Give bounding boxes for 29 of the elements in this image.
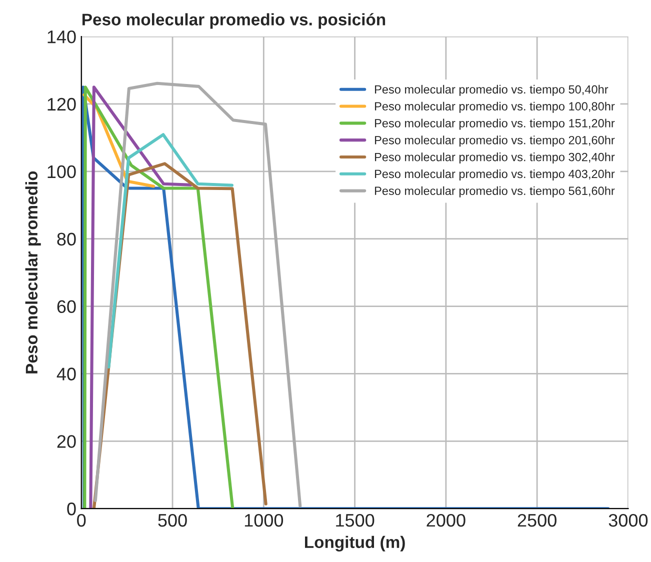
legend-label: Peso molecular promedio vs. tiempo 100,80hr — [375, 102, 615, 113]
line-series — [107, 133, 234, 369]
legend-label: Peso molecular promedio vs. tiempo 561,60hr — [375, 186, 615, 198]
legend-label: Peso molecular promedio vs. tiempo 151,20hr — [375, 118, 615, 130]
x-tick-label: 2000 — [426, 514, 466, 527]
x-tick-label: 1500 — [336, 514, 374, 527]
y-axis-title: Peso molecular promedio — [25, 171, 41, 374]
x-axis-title: Longitud (m) — [305, 536, 405, 552]
chart-title: Peso molecular promedio vs. posición — [82, 13, 386, 29]
legend-label: Peso molecular promedio vs. tiempo 302,40hr — [375, 152, 615, 164]
line-series — [83, 86, 234, 509]
x-tick-label: 0 — [77, 514, 86, 527]
y-tick-label: 20 — [57, 435, 76, 448]
x-tick-label: 3000 — [608, 514, 648, 527]
y-tick-label: 40 — [56, 368, 76, 380]
line-series — [89, 86, 192, 509]
line-series — [94, 82, 302, 508]
x-tick-label: 2500 — [518, 514, 556, 527]
x-tick-label: 500 — [158, 514, 187, 527]
y-tick-label: 140 — [48, 30, 76, 44]
legend-label: Peso molecular promedio vs. tiempo 403,20hr — [375, 169, 615, 180]
y-tick-label: 60 — [57, 300, 76, 314]
y-tick-label: 100 — [48, 165, 76, 178]
x-tick-label: 1000 — [244, 514, 284, 527]
legend-label: Peso molecular promedio vs. tiempo 201,60hr — [375, 136, 615, 147]
legend-label: Peso molecular promedio vs. tiempo 50,40hr — [375, 84, 608, 96]
y-tick-label: 0 — [67, 502, 76, 516]
y-tick-label: 120 — [48, 98, 76, 111]
y-tick-label: 80 — [57, 232, 76, 246]
